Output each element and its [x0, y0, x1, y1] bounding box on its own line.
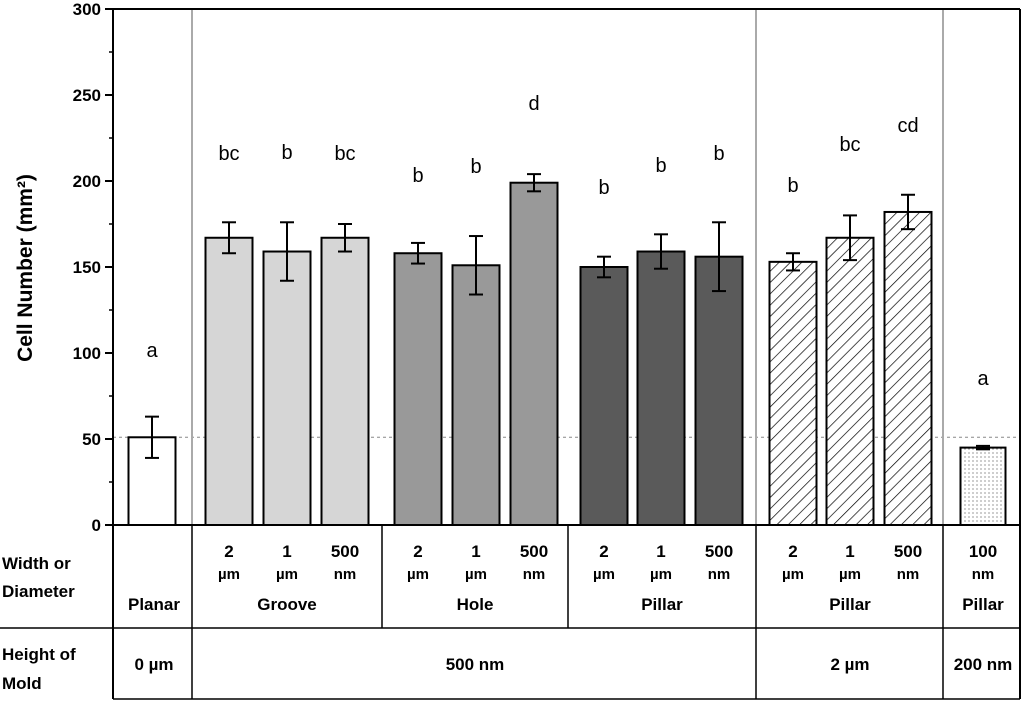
- group-label-pillar-200nm: Pillar: [962, 595, 1004, 614]
- size-unit: µm: [782, 566, 804, 583]
- y-tick-label: 200: [73, 172, 101, 191]
- significance-letter: b: [787, 175, 798, 197]
- significance-letter: b: [470, 156, 481, 178]
- size-value: 500: [331, 542, 359, 561]
- y-tick-label: 250: [73, 86, 101, 105]
- height-200nm: 200 nm: [954, 655, 1013, 674]
- size-unit: µm: [465, 566, 487, 583]
- significance-letter: b: [598, 177, 609, 199]
- y-axis-label: Cell Number (mm²): [14, 174, 37, 362]
- size-value: 1: [845, 542, 854, 561]
- significance-letter: d: [528, 93, 539, 115]
- significance-letter: b: [412, 165, 423, 187]
- row-label-height-1: Height of: [2, 645, 76, 664]
- size-value: 100: [969, 542, 997, 561]
- size-unit: µm: [218, 566, 240, 583]
- y-tick-label: 50: [82, 430, 101, 449]
- row-label-width-2: Diameter: [2, 582, 75, 601]
- size-unit: nm: [334, 566, 357, 583]
- significance-letter: bc: [334, 143, 355, 165]
- bar-pillar-1um: [636, 250, 686, 527]
- size-value: 500: [894, 542, 922, 561]
- significance-letter: a: [146, 340, 158, 362]
- bar-groove-500nm: [320, 236, 370, 526]
- size-value: 2: [599, 542, 608, 561]
- significance-letter: b: [281, 142, 292, 164]
- group-label-pillar-2um: Pillar: [829, 595, 871, 614]
- significance-letter: a: [977, 368, 989, 390]
- size-unit: nm: [523, 566, 546, 583]
- size-value: 2: [788, 542, 797, 561]
- size-unit: nm: [972, 566, 995, 583]
- y-tick-label: 100: [73, 344, 101, 363]
- size-value: 2: [413, 542, 422, 561]
- significance-letter: b: [655, 155, 666, 177]
- size-unit: µm: [593, 566, 615, 583]
- size-unit: nm: [708, 566, 731, 583]
- size-unit: µm: [407, 566, 429, 583]
- bar-pillar2-2um: [768, 260, 818, 526]
- bar-groove-1um: [262, 250, 312, 527]
- group-label-groove: Groove: [257, 595, 317, 614]
- significance-letter: bc: [218, 143, 239, 165]
- height-500nm: 500 nm: [446, 655, 505, 674]
- group-label-planar: Planar: [128, 595, 180, 614]
- size-value: 1: [656, 542, 665, 561]
- bar-pillar2-500nm: [883, 210, 933, 527]
- group-label-hole: Hole: [457, 595, 494, 614]
- category-table: Width or Diameter Height of Mold 2 µm 1 µm 5…: [0, 525, 1020, 700]
- significance-letter: b: [713, 143, 724, 165]
- y-tick-label: 300: [73, 0, 101, 19]
- plot-area: a bc b bc b b d b b b b bc cd a 0 50 100 150 200 250 300: [73, 0, 1021, 699]
- size-unit: µm: [839, 566, 861, 583]
- y-tick-label: 0: [92, 516, 101, 535]
- group-label-pillar-500: Pillar: [641, 595, 683, 614]
- bar-pillar-100nm: [959, 446, 1007, 527]
- row-label-width-1: Width or: [2, 554, 71, 573]
- bar-pillar-500nm: [694, 255, 744, 526]
- size-unit: µm: [276, 566, 298, 583]
- significance-letter: cd: [897, 115, 918, 137]
- bar-hole-1um: [451, 264, 501, 526]
- size-value: 2: [224, 542, 233, 561]
- bar-groove-2um: [204, 236, 254, 526]
- size-value: 1: [282, 542, 291, 561]
- y-tick-label: 150: [73, 258, 101, 277]
- row-label-height-2: Mold: [2, 674, 42, 693]
- size-value: 1: [471, 542, 480, 561]
- size-value: 500: [705, 542, 733, 561]
- significance-letter: bc: [839, 134, 860, 156]
- bar-hole-2um: [393, 252, 443, 527]
- height-2um: 2 µm: [830, 655, 869, 674]
- bar-pillar-2um: [579, 266, 629, 526]
- size-value: 500: [520, 542, 548, 561]
- size-unit: nm: [897, 566, 920, 583]
- bar-pillar2-1um: [825, 236, 875, 526]
- bar-hole-500nm: [509, 181, 559, 526]
- size-unit: µm: [650, 566, 672, 583]
- size-labels: 2 µm 1 µm 500 nm 2 µm 1 µm 500 nm 2 µm 1 µm 500 nm 2 µm 1 µm 5…: [218, 542, 997, 583]
- height-planar: 0 µm: [134, 655, 173, 674]
